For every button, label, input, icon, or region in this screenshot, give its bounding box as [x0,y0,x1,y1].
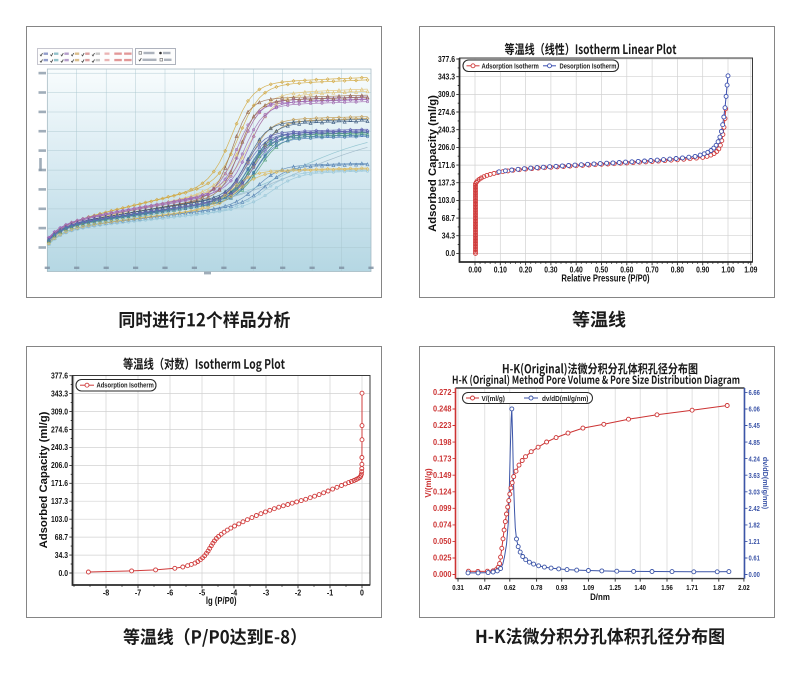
svg-text:0.223: 0.223 [433,421,452,430]
svg-text:V/(ml/g): V/(ml/g) [482,394,506,403]
svg-text:240.3: 240.3 [438,125,455,135]
svg-text:1.82: 1.82 [749,523,761,530]
svg-text:1.71: 1.71 [686,583,698,592]
svg-text:1.21: 1.21 [749,539,761,546]
svg-text:0.62: 0.62 [504,583,516,592]
svg-text:343.3: 343.3 [438,72,455,82]
svg-text:377.6: 377.6 [51,371,68,381]
svg-text:4.24: 4.24 [749,456,761,463]
svg-text:171.6: 171.6 [51,478,68,488]
svg-text:0.0: 0.0 [446,248,456,258]
svg-text:Adsorption Isotherm: Adsorption Isotherm [97,382,154,390]
svg-text:0.248: 0.248 [433,405,452,414]
svg-text:0.60: 0.60 [620,265,634,275]
svg-text:Desorption Isotherm: Desorption Isotherm [560,62,617,70]
svg-text:-5: -5 [199,588,206,598]
svg-text:0.93: 0.93 [556,583,568,592]
svg-text:-2: -2 [295,588,302,598]
svg-text:0.099: 0.099 [433,504,452,513]
svg-text:0.173: 0.173 [433,454,452,463]
svg-text:6.66: 6.66 [749,390,761,397]
svg-text:-6: -6 [167,588,174,598]
svg-text:2.42: 2.42 [749,506,761,513]
svg-text:206.0: 206.0 [51,460,68,470]
svg-text:0.198: 0.198 [433,438,452,447]
svg-text:-4: -4 [231,588,238,598]
svg-text:lg (P/P0): lg (P/P0) [206,596,237,607]
svg-text:0.050: 0.050 [433,537,452,546]
svg-text:0.149: 0.149 [433,471,452,480]
svg-text:0.10: 0.10 [494,265,508,275]
svg-text:68.7: 68.7 [55,532,69,542]
svg-text:0.61: 0.61 [749,556,761,563]
svg-text:0.31: 0.31 [452,583,464,592]
svg-text:3.03: 3.03 [749,489,761,496]
svg-text:1.87: 1.87 [713,583,725,592]
svg-text:V/(ml/g): V/(ml/g) [424,468,433,498]
svg-text:dv/dD(ml/g/nm): dv/dD(ml/g/nm) [761,457,770,510]
svg-text:1.00: 1.00 [721,265,735,275]
svg-text:1.09: 1.09 [583,583,595,592]
svg-text:2.02: 2.02 [738,583,750,592]
svg-text:0.78: 0.78 [531,583,543,592]
svg-text:171.6: 171.6 [438,160,455,170]
svg-text:0.074: 0.074 [433,521,452,530]
svg-text:137.3: 137.3 [438,178,455,188]
svg-text:0.20: 0.20 [519,265,533,275]
svg-text:1.09: 1.09 [744,265,758,275]
svg-text:6.06: 6.06 [749,407,761,414]
svg-text:-7: -7 [135,588,142,598]
svg-text:dv/dD(ml/g/nm): dv/dD(ml/g/nm) [542,394,589,403]
svg-text:0.80: 0.80 [671,265,685,275]
svg-text:Relative Pressure (P/P0): Relative Pressure (P/P0) [561,274,649,285]
svg-text:68.7: 68.7 [442,213,456,223]
svg-text:1.25: 1.25 [609,583,621,592]
svg-text:1.40: 1.40 [634,583,646,592]
svg-text:0.30: 0.30 [544,265,558,275]
svg-text:3.63: 3.63 [749,473,761,480]
svg-text:0: 0 [360,588,364,598]
svg-text:0.00: 0.00 [468,265,482,275]
svg-text:0.40: 0.40 [570,265,584,275]
svg-text:0.025: 0.025 [433,554,452,563]
svg-text:309.0: 309.0 [438,89,455,99]
svg-text:0.47: 0.47 [479,583,491,592]
svg-text:Adsorbed Capacity (ml/g): Adsorbed Capacity (ml/g) [38,411,50,548]
svg-text:-1: -1 [327,588,334,598]
svg-text:0.90: 0.90 [696,265,710,275]
svg-text:206.0: 206.0 [438,142,455,152]
svg-text:5.45: 5.45 [749,423,761,430]
svg-text:343.3: 343.3 [51,388,68,398]
svg-text:0.272: 0.272 [433,388,452,397]
svg-text:4.85: 4.85 [749,440,761,447]
svg-text:309.0: 309.0 [51,406,68,416]
svg-text:0.50: 0.50 [595,265,609,275]
svg-text:-3: -3 [263,588,270,598]
svg-text:137.3: 137.3 [51,496,68,506]
svg-text:34.3: 34.3 [55,550,69,560]
svg-text:377.6: 377.6 [438,54,455,64]
svg-text:0.124: 0.124 [433,487,452,496]
svg-text:0.0: 0.0 [59,568,69,578]
svg-text:Adsorbed Capacity (ml/g): Adsorbed Capacity (ml/g) [427,95,439,232]
svg-text:0.00: 0.00 [749,572,761,579]
svg-text:103.0: 103.0 [438,195,455,205]
svg-text:-8: -8 [103,588,110,598]
svg-text:274.6: 274.6 [438,107,455,117]
svg-text:274.6: 274.6 [51,424,68,434]
svg-text:D/nm: D/nm [590,592,610,602]
svg-text:240.3: 240.3 [51,442,68,452]
svg-text:34.3: 34.3 [442,231,456,241]
svg-text:0.000: 0.000 [433,570,452,579]
svg-text:0.70: 0.70 [646,265,660,275]
svg-text:Adsorption Isotherm: Adsorption Isotherm [482,62,539,70]
svg-text:1.56: 1.56 [661,583,673,592]
svg-text:103.0: 103.0 [51,514,68,524]
